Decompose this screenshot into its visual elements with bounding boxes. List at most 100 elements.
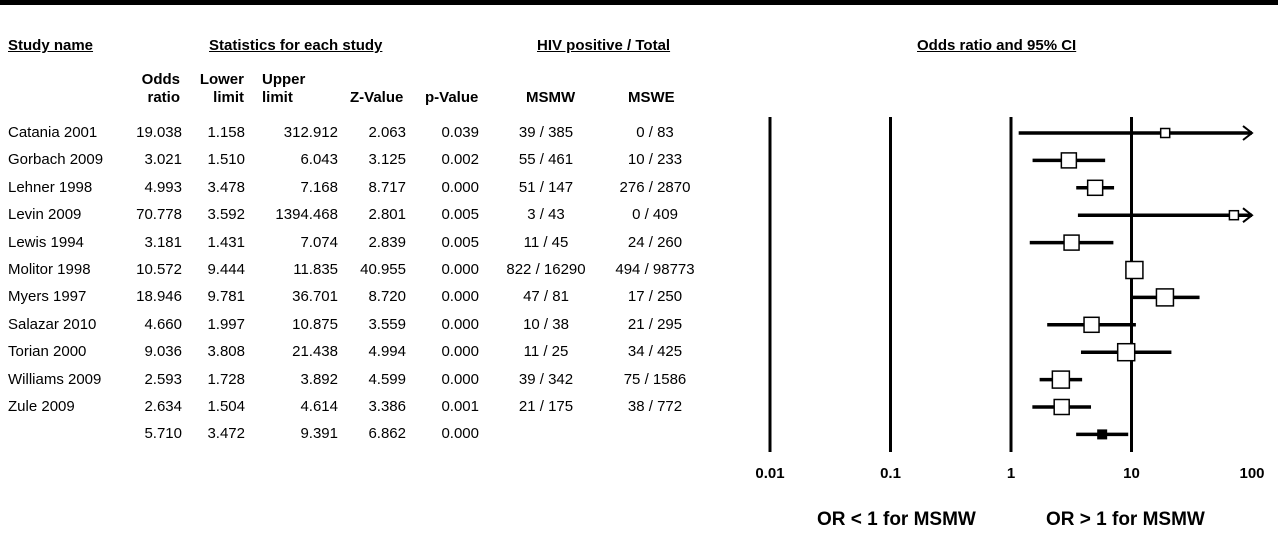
cell-odds-ratio: 9.036	[144, 343, 182, 361]
cell-z-value: 4.599	[368, 370, 406, 388]
cell-msmw: 39 / 385	[518, 124, 574, 141]
point-estimate-marker	[1060, 152, 1078, 169]
cell-upper-limit: 3.892	[300, 370, 338, 388]
cell-odds-ratio: 2.593	[144, 370, 182, 388]
cell-mswe: 0 / 409	[632, 206, 678, 224]
col-msmw: MSMW	[526, 89, 576, 106]
cell-upper-limit: 21.438	[292, 343, 338, 361]
point-estimate-marker	[1155, 288, 1175, 307]
cell-p-value: 0.000	[441, 315, 479, 333]
point-estimate-marker	[1063, 234, 1080, 251]
cell-upper-limit: 312.912	[283, 124, 338, 141]
cell-msmw: 11 / 45	[523, 233, 569, 251]
point-estimate-marker	[1228, 209, 1240, 221]
col-odds-ratio: Odds ratio	[128, 71, 180, 107]
cell-upper-limit: 4.614	[300, 398, 338, 415]
cell-msmw: 21 / 175	[518, 398, 574, 415]
cell-msmw: 3 / 43	[527, 206, 565, 224]
cell-lower-limit: 1.728	[207, 370, 245, 388]
cell-z-value: 2.063	[368, 124, 406, 141]
cell-z-value: 3.125	[368, 151, 406, 169]
cell-lower-limit: 1.997	[207, 315, 245, 333]
footer-or-greater-than-1: OR > 1 for MSMW	[1046, 509, 1205, 530]
cell-z-value: 2.801	[368, 206, 406, 224]
cell-mswe: 34 / 425	[627, 343, 683, 361]
x-tick-label: 10	[1123, 465, 1140, 482]
cell-study: Levin 2009	[8, 206, 82, 224]
summary-p-value: 0.000	[441, 425, 479, 443]
col-lower-limit-line2: limit	[213, 89, 244, 106]
cell-p-value: 0.000	[441, 370, 479, 388]
cell-study: Myers 1997	[8, 288, 87, 306]
cell-odds-ratio: 4.660	[144, 315, 182, 333]
cell-lower-limit: 1.158	[207, 124, 245, 141]
point-estimate-marker	[1116, 342, 1136, 362]
point-estimate-marker	[1053, 398, 1070, 416]
cell-mswe: 75 / 1586	[623, 370, 687, 388]
summary-odds-ratio: 5.710	[144, 425, 182, 443]
col-p-value: p-Value	[425, 89, 479, 106]
point-estimate-marker	[1125, 260, 1144, 280]
cell-mswe: 21 / 295	[627, 315, 683, 333]
col-upper-limit-line2: limit	[262, 89, 293, 106]
cell-lower-limit: 3.592	[207, 206, 245, 224]
cell-lower-limit: 9.444	[207, 261, 245, 278]
cell-msmw: 11 / 25	[523, 343, 569, 361]
cell-study: Salazar 2010	[8, 315, 97, 333]
cell-lower-limit: 3.808	[207, 343, 245, 361]
summary-marker	[1097, 429, 1108, 440]
cell-msmw: 39 / 342	[518, 370, 574, 388]
cell-z-value: 3.386	[368, 398, 406, 415]
point-estimate-marker	[1159, 127, 1171, 139]
ci-arrow	[1242, 125, 1254, 141]
cell-z-value: 3.559	[368, 315, 406, 333]
cell-odds-ratio: 3.181	[144, 233, 182, 251]
cell-msmw: 51 / 147	[518, 178, 574, 196]
footer-or-less-than-1: OR < 1 for MSMW	[817, 509, 976, 530]
x-tick-label: 100	[1239, 465, 1264, 482]
cell-upper-limit: 11.835	[293, 261, 338, 278]
cell-z-value: 2.839	[368, 233, 406, 251]
cell-lower-limit: 1.504	[207, 398, 245, 415]
col-lower-limit-line1: Lower	[199, 71, 244, 88]
cell-odds-ratio: 18.946	[136, 288, 182, 306]
cell-z-value: 8.720	[368, 288, 406, 306]
cell-msmw: 10 / 38	[523, 315, 569, 333]
cell-upper-limit: 6.043	[300, 151, 338, 169]
x-tick-label: 0.01	[755, 465, 784, 482]
col-odds-ratio-line1: Odds	[141, 71, 180, 88]
cell-p-value: 0.000	[441, 261, 479, 278]
cell-odds-ratio: 3.021	[144, 151, 182, 169]
cell-mswe: 276 / 2870	[619, 178, 691, 196]
cell-p-value: 0.005	[441, 206, 479, 224]
cell-odds-ratio: 4.993	[144, 178, 182, 196]
cell-odds-ratio: 70.778	[136, 206, 182, 224]
cell-study: Molitor 1998	[8, 261, 91, 278]
cell-mswe: 17 / 250	[627, 288, 683, 306]
cell-p-value: 0.002	[441, 151, 479, 169]
cell-study: Catania 2001	[8, 124, 98, 141]
x-tick-label: 1	[1007, 465, 1015, 482]
cell-study: Zule 2009	[8, 398, 75, 415]
header-statistics: Statistics for each study	[209, 37, 383, 54]
cell-msmw: 822 / 16290	[506, 261, 586, 278]
cell-lower-limit: 9.781	[207, 288, 245, 306]
point-estimate-marker	[1086, 179, 1104, 197]
cell-msmw: 47 / 81	[523, 288, 569, 306]
cell-study: Williams 2009	[8, 370, 102, 388]
cell-z-value: 4.994	[368, 343, 406, 361]
cell-lower-limit: 1.510	[207, 151, 245, 169]
col-lower-limit: Lower limit	[192, 71, 244, 107]
summary-lower-limit: 3.472	[207, 425, 245, 443]
col-upper-limit-line1: Upper	[262, 71, 306, 88]
cell-p-value: 0.000	[441, 288, 479, 306]
cell-z-value: 40.955	[360, 261, 406, 278]
cell-upper-limit: 36.701	[292, 288, 338, 306]
cell-study: Lehner 1998	[8, 178, 93, 196]
cell-upper-limit: 7.074	[300, 233, 338, 251]
summary-upper-limit: 9.391	[300, 425, 338, 443]
cell-mswe: 10 / 233	[627, 151, 683, 169]
header-hiv-positive: HIV positive / Total	[537, 37, 671, 54]
cell-odds-ratio: 19.038	[136, 124, 182, 141]
point-estimate-marker	[1083, 316, 1100, 334]
